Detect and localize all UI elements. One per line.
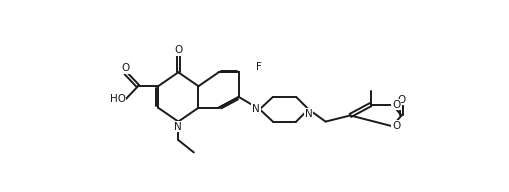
Text: HO: HO <box>109 94 126 104</box>
Text: N: N <box>252 104 260 114</box>
Text: N: N <box>305 109 313 119</box>
Text: O: O <box>174 45 182 55</box>
Text: F: F <box>256 62 262 72</box>
Text: O: O <box>398 95 406 105</box>
Text: O: O <box>392 121 401 131</box>
Text: O: O <box>392 100 401 110</box>
Text: O: O <box>122 63 130 73</box>
Text: N: N <box>175 122 182 132</box>
